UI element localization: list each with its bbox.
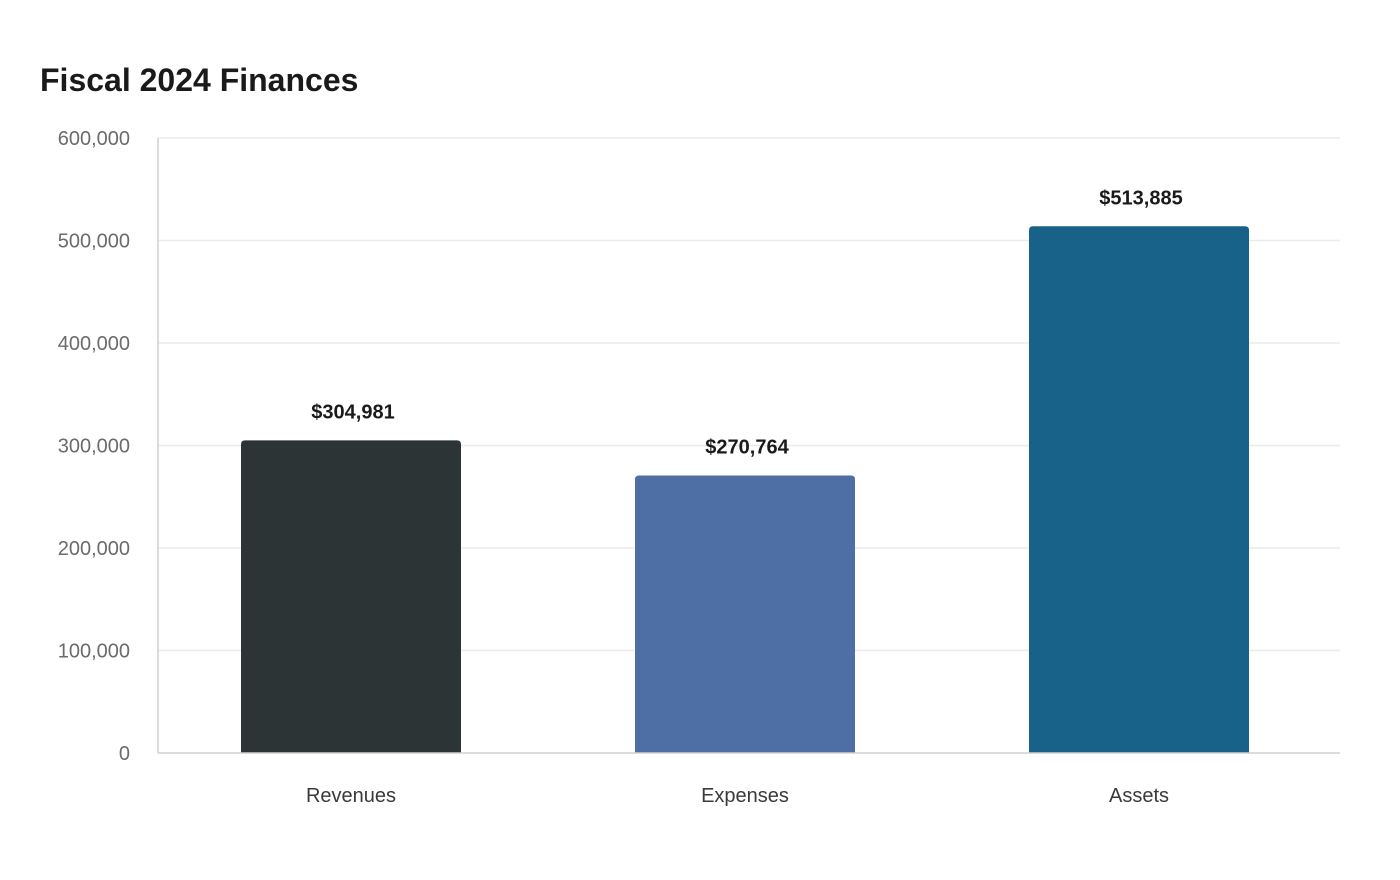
data-label-revenues: $304,981	[311, 401, 394, 423]
bar-revenues	[241, 440, 461, 753]
labels: 0 100,000 200,000 300,000 400,000 500,000 600,…	[58, 128, 1183, 807]
chart-title: Fiscal 2024 Finances	[40, 62, 359, 98]
bar-assets	[1029, 226, 1249, 753]
y-tick-label: 100,000	[58, 641, 130, 663]
bar-expenses	[635, 475, 855, 753]
y-tick-label: 400,000	[58, 333, 130, 355]
y-tick-label: 300,000	[58, 436, 130, 458]
y-tick-label: 200,000	[58, 538, 130, 560]
x-tick-label-revenues: Revenues	[306, 785, 396, 807]
x-tick-label-expenses: Expenses	[701, 785, 789, 807]
data-label-expenses: $270,764	[705, 436, 789, 458]
x-tick-label-assets: Assets	[1109, 785, 1169, 807]
y-tick-label: 600,000	[58, 128, 130, 150]
data-label-assets: $513,885	[1099, 187, 1182, 209]
y-tick-label: 0	[119, 743, 130, 765]
y-tick-label: 500,000	[58, 231, 130, 253]
axes	[157, 138, 1340, 754]
bars	[241, 226, 1249, 753]
